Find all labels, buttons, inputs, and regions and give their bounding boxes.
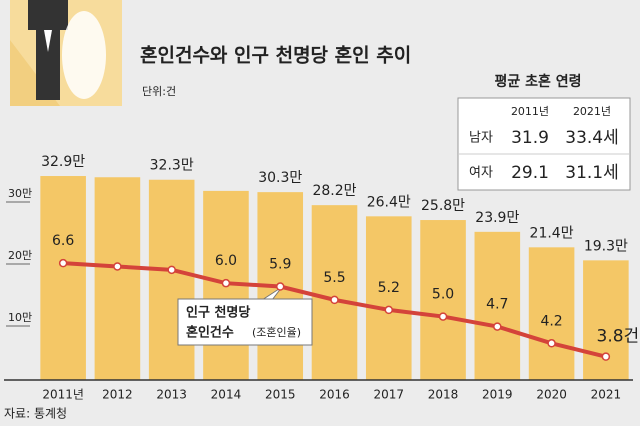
line-label: 5.2 [378,280,400,296]
legend-text: 인구 천명당 [186,305,250,321]
x-tick-label: 2020 [536,388,567,402]
legend-box [177,298,313,346]
line-label: 5.9 [269,257,291,273]
point [113,262,122,271]
bar [94,177,141,380]
x-tick-label: 2016 [319,388,350,402]
bar-label: 19.3만 [584,238,628,254]
bar-label: 21.4만 [530,225,574,241]
x-tick-label: 2021 [591,388,622,402]
line-label: 6.0 [215,253,237,269]
table-header: 2011년 [511,105,549,118]
x-tick-label: 2013 [156,388,187,402]
point [601,352,611,361]
line-label: 5.0 [432,287,454,303]
bar [311,205,358,380]
table-cell: 31.9 [511,128,549,148]
bar-label: 32.3만 [150,158,194,174]
bar [420,220,466,380]
table-row-label: 여자 [469,166,493,181]
bar-label: 30.3만 [258,170,302,186]
line-label: 6.6 [52,233,74,249]
legend-text: 혼인건수 [186,325,234,341]
point [167,265,176,275]
line-label: 5.5 [323,270,345,286]
point [221,278,231,288]
bar [148,179,195,380]
line-label: 3.8건 [597,327,640,347]
bar [365,216,412,380]
bar-label: 32.9만 [41,154,85,170]
bar [583,260,629,380]
bar-label: 26.4만 [367,194,411,210]
legend-text: (조혼인율) [252,326,301,339]
wedding-icon [10,0,122,106]
table-cell: 29.1 [511,163,549,183]
point [58,258,68,268]
x-tick-label: 2014 [211,388,242,402]
line-label: 4.7 [486,297,508,313]
y-tick-label: 20만 [8,249,32,262]
bar-label: 23.9만 [475,210,519,226]
point [438,312,448,321]
point [330,295,339,305]
y-tick-label: 10만 [8,311,32,324]
point [384,305,394,315]
point [547,339,556,348]
table-row-label: 남자 [469,131,493,146]
source: 자료: 통계청 [4,407,67,421]
overlay: 인구 천명당 혼인건수 (조혼인율) [58,258,611,361]
line-label: 4.2 [540,313,562,329]
x-tick-label: 2017 [373,388,404,402]
x-tick-label: 2018 [428,388,459,402]
chart-title: 혼인건수와 인구 천명당 혼인 추이 [140,44,411,67]
bar [528,247,575,380]
point [493,322,502,331]
x-tick-label: 2012 [102,388,133,402]
point [275,282,285,291]
x-tick-label: 2015 [265,388,296,402]
table-title: 평균 초혼 연령 [494,73,581,90]
bar-label: 25.8만 [421,198,465,214]
table-cell: 33.4세 [565,128,619,148]
plot: 10만 20만 30만 32.9만 32.3만 30.3만 28.2만 26.4만 25.8만 2… [4,154,640,402]
bar [40,176,86,380]
x-tick-label: 2019 [482,388,513,402]
table-header: 2021년 [573,105,611,118]
x-tick-label: 2011년 [42,388,84,402]
bar [474,231,521,380]
y-tick-label: 30만 [8,187,32,200]
unit-note: 단위:건 [142,85,176,98]
table-box [457,97,631,191]
table-cell: 31.1세 [565,163,619,183]
bar-label: 28.2만 [312,183,356,199]
